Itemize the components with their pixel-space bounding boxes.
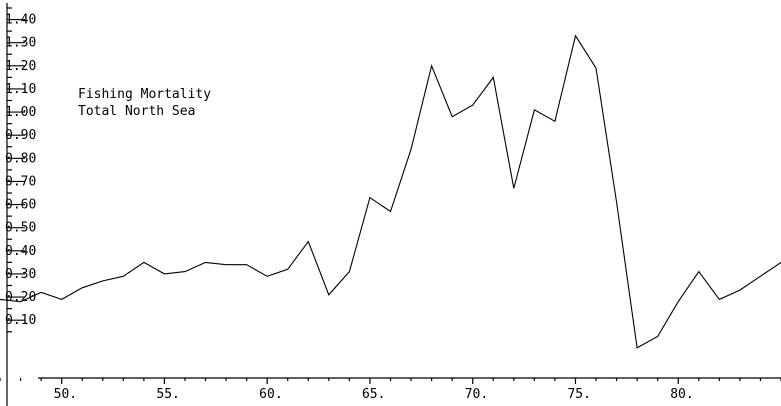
y-tick-label: 0.80 xyxy=(5,151,36,166)
y-tick-label: 0.50 xyxy=(5,221,36,236)
x-tick-label: 50. xyxy=(54,387,77,402)
x-tick-label: 60. xyxy=(259,387,282,402)
x-tick-label: 65. xyxy=(362,387,385,402)
x-tick-label: 55. xyxy=(156,387,179,402)
y-tick-label: 1.00 xyxy=(5,105,36,120)
y-tick-label: 0.70 xyxy=(5,174,36,189)
x-tick-label: 70. xyxy=(465,387,488,402)
y-tick-label: 0.60 xyxy=(5,198,36,213)
chart-title-line-2: Total North Sea xyxy=(78,104,195,119)
series-line-0 xyxy=(0,34,781,349)
y-tick-label: 0.30 xyxy=(5,267,36,282)
y-tick-label: 1.10 xyxy=(5,82,36,97)
y-tick-label: 0.10 xyxy=(5,313,36,328)
ticks: 0.10 0.20 0.30 0.40 0.50 0.60 0.70 0.80 0.90 1.00… xyxy=(0,7,781,402)
x-tick-label: 80. xyxy=(670,387,693,402)
chart-title-line-1: Fishing Mortality xyxy=(78,87,211,102)
y-tick-label: 1.20 xyxy=(5,59,36,74)
y-tick-label: 0.40 xyxy=(5,244,36,259)
x-tick-label: 75. xyxy=(567,387,590,402)
series xyxy=(0,34,781,349)
y-tick-label: 0.20 xyxy=(5,290,36,305)
y-tick-label: 0.90 xyxy=(5,128,36,143)
y-tick-label: 1.40 xyxy=(5,13,36,28)
y-tick-label: 1.30 xyxy=(5,36,36,51)
